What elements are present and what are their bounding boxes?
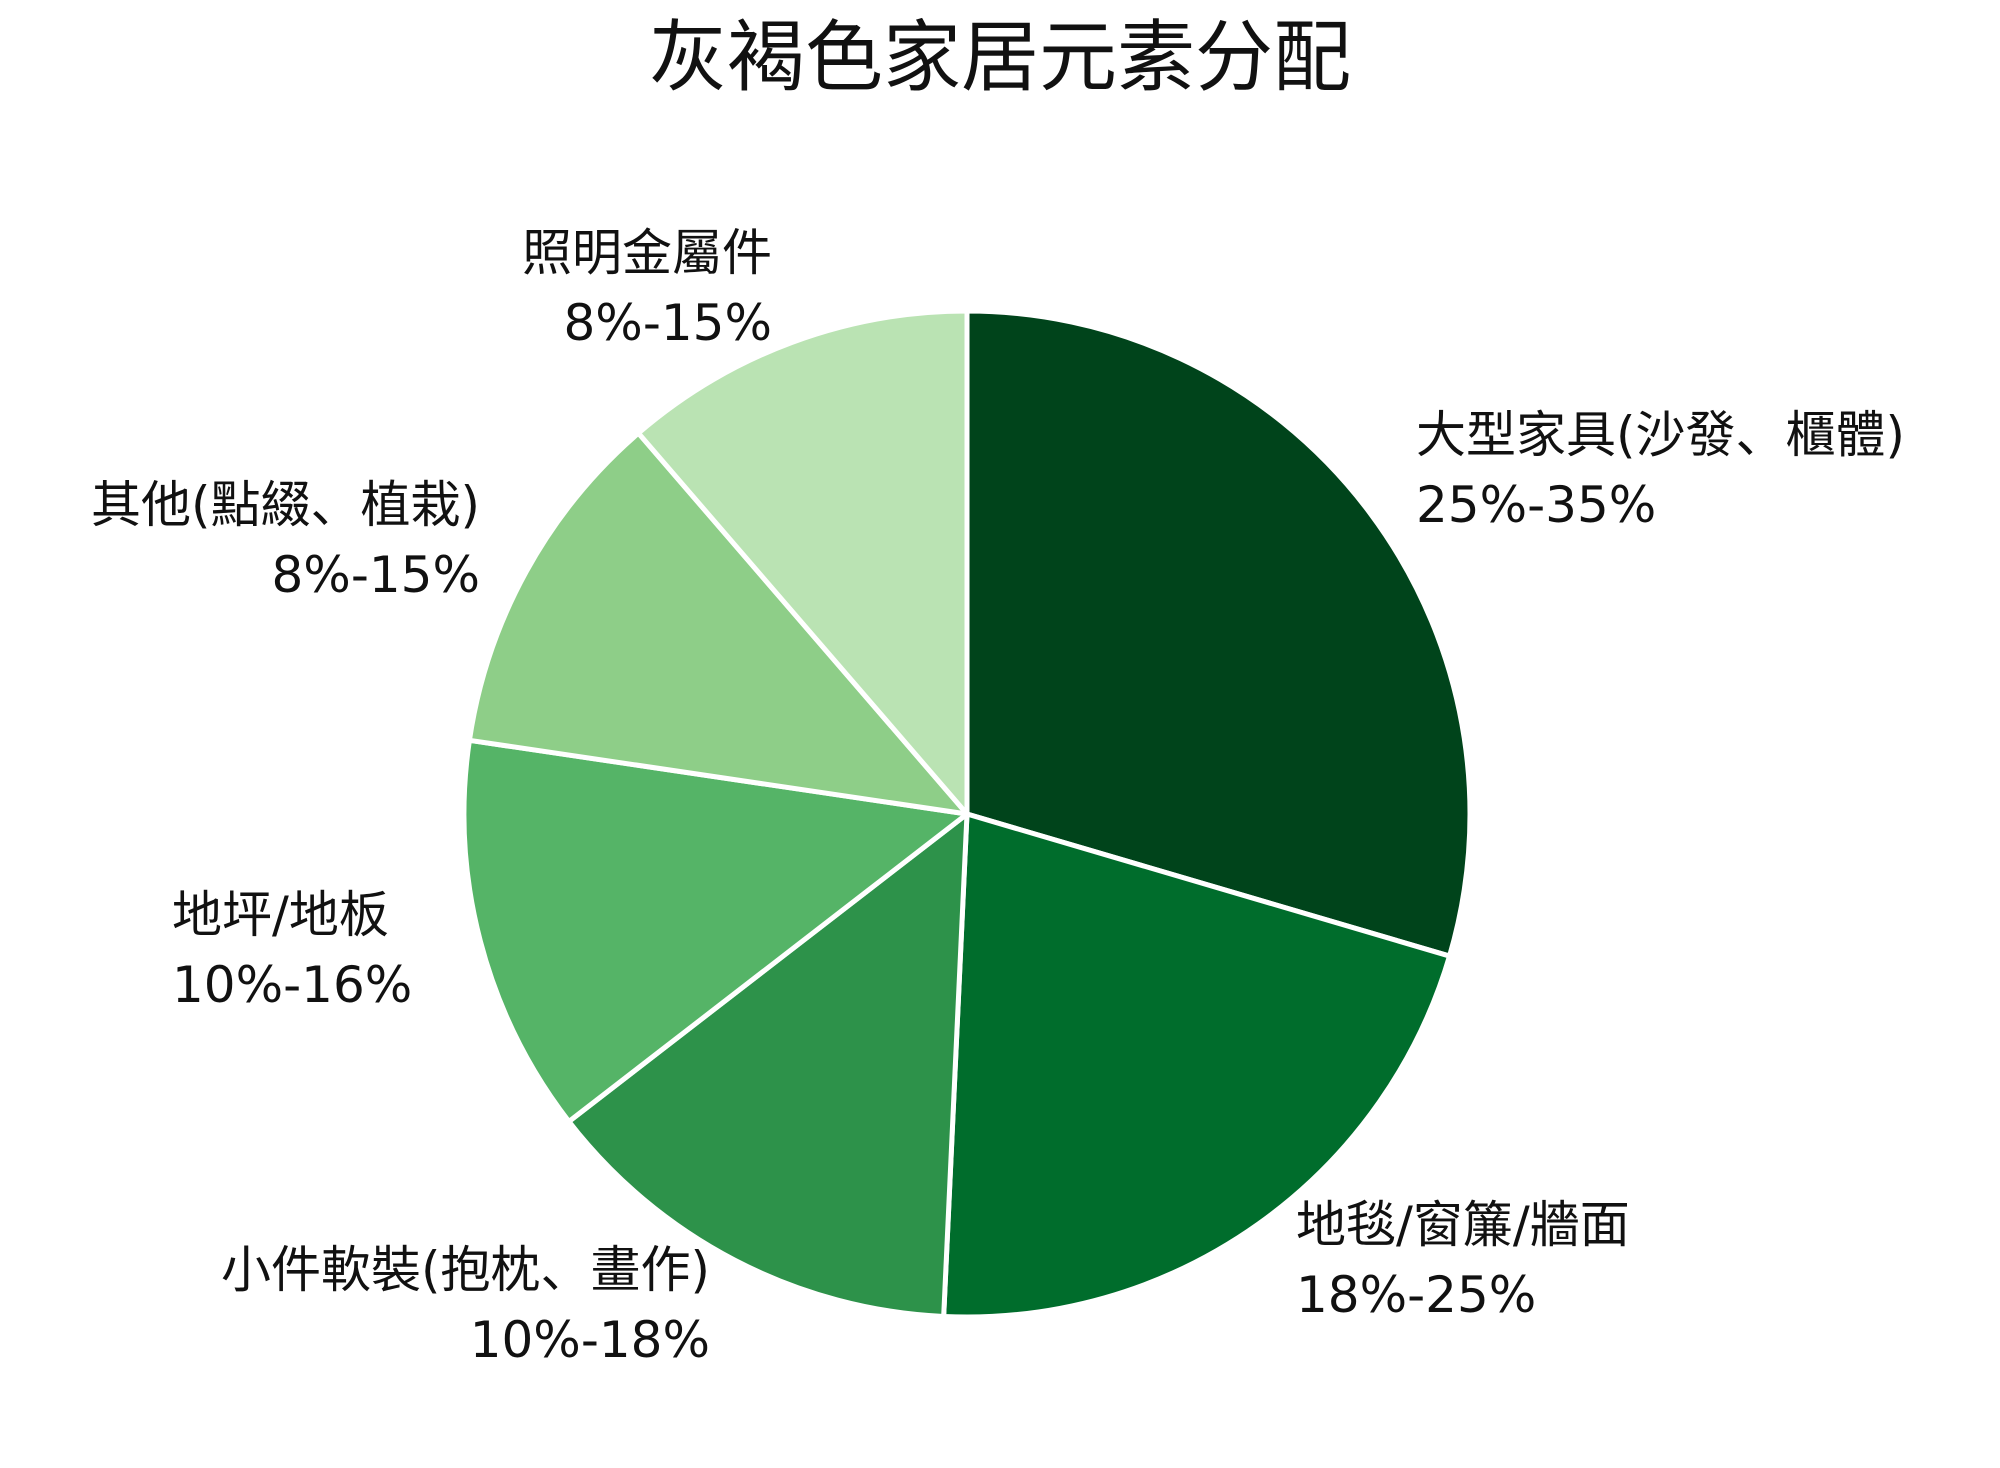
slice-range: 10%-18% [469,1311,710,1369]
slice-name: 地坪/地板 [172,886,389,944]
slice-label-rug-curtain-wall: 地毯/窗簾/牆面 18%-25% [1296,1190,1630,1330]
slice-name: 其他(點綴、植栽) [90,476,480,534]
chart-title: 灰褐色家居元素分配 [648,13,1351,103]
slice-range: 8%-15% [271,546,481,604]
slice-name: 小件軟裝(抱枕、畫作) [220,1241,710,1299]
slice-name: 照明金屬件 [522,224,772,282]
pie-slice-2 [566,811,970,1319]
slice-label-large-furniture: 大型家具(沙發、櫃體) 25%-35% [1416,400,1905,540]
pie-slice-4 [466,430,970,817]
slice-range: 18%-25% [1296,1266,1537,1324]
slice-range: 25%-35% [1416,476,1657,534]
slice-range: 10%-16% [172,956,413,1014]
pie-slice-3 [461,737,970,1124]
slice-name: 地毯/窗簾/牆面 [1296,1196,1630,1254]
pie-slice-1 [941,811,1453,1320]
slice-label-flooring: 地坪/地板 10%-16% [172,880,412,1020]
pie-slice-5 [635,308,970,817]
slice-label-other: 其他(點綴、植栽) 8%-15% [91,470,480,610]
slice-name: 大型家具(沙發、櫃體) [1416,406,1906,464]
pie-slice-0 [964,308,1473,959]
slice-label-soft-furnishings: 小件軟裝(抱枕、畫作) 10%-18% [221,1235,710,1375]
slice-range: 8%-15% [563,294,773,352]
slice-label-lighting-metal: 照明金屬件 8%-15% [522,218,772,358]
